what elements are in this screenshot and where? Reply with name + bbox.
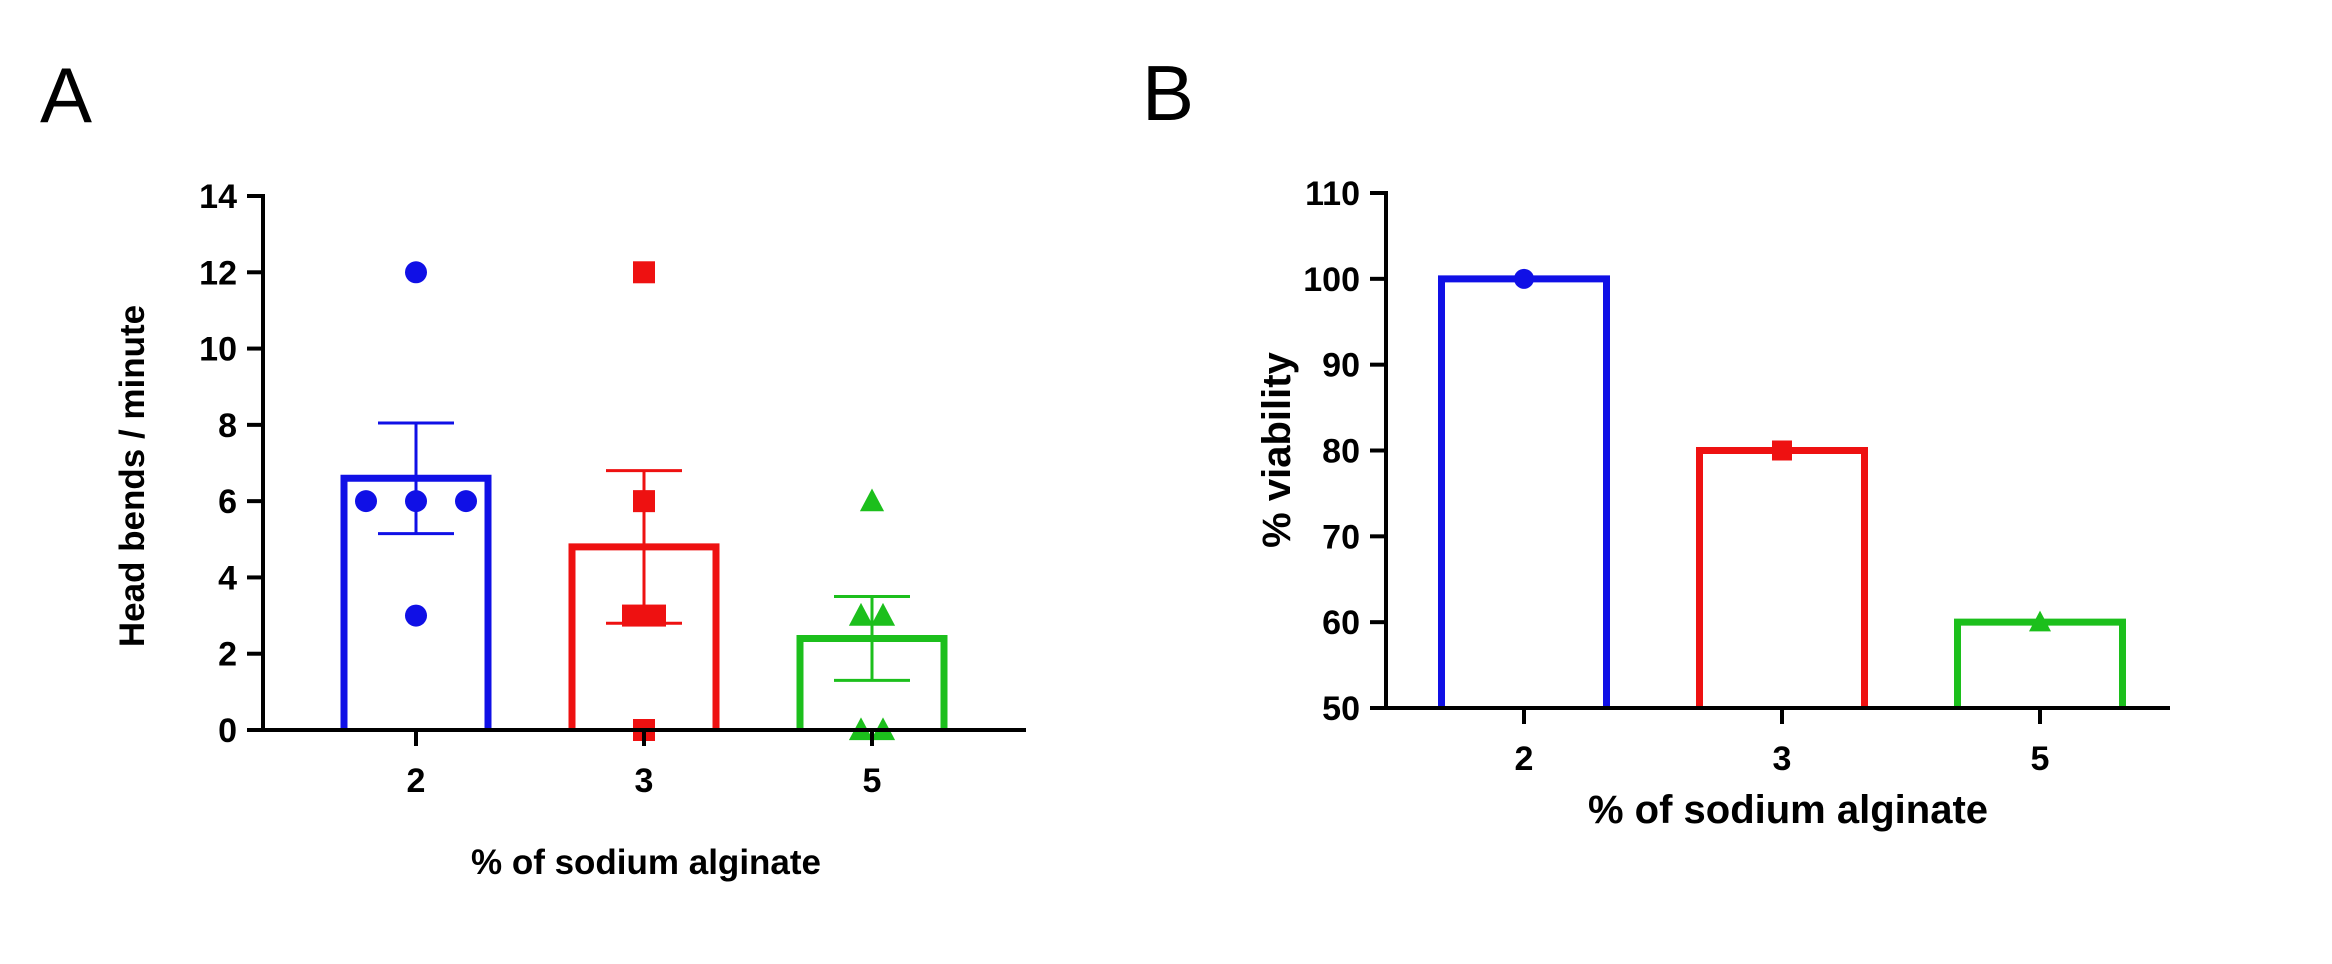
chart-a-y-tick-label-6: 6 (218, 483, 237, 521)
chart-b-point-2 (1514, 268, 1534, 289)
panel-label-b: B (1142, 49, 1195, 137)
chart-a-point-2-3 (405, 490, 427, 513)
chart-b-ylabel: % viability (1255, 351, 1299, 547)
chart-b-y-tick-label-110: 110 (1305, 175, 1360, 213)
chart-b-point-5 (2029, 610, 2051, 632)
chart-a-point-2-5 (405, 604, 427, 627)
chart-b-x-tick-label-5: 5 (2031, 740, 2050, 778)
chart-a-y-tick-label-14: 14 (199, 178, 237, 216)
chart-b-xlabel: % of sodium alginate (1588, 788, 1988, 832)
chart-a-point-2-1 (405, 261, 427, 284)
chart-a-point-5-3 (870, 602, 896, 626)
chart-b-y-tick-label-70: 70 (1322, 518, 1360, 556)
chart-a-y-tick-label-12: 12 (199, 254, 237, 292)
chart-a-y-tick-label-4: 4 (218, 559, 237, 597)
chart-a-x-tick-label-2: 2 (407, 762, 426, 800)
chart-b-y-tick-label-60: 60 (1322, 604, 1360, 642)
chart-a-point-3-2 (633, 490, 655, 513)
chart-b-x-tick-label-2: 2 (1515, 740, 1534, 778)
chart-a-y-tick-label-0: 0 (218, 712, 237, 750)
chart-a-ylabel: Head bends / minute (113, 305, 152, 647)
chart-b-bar-5 (1954, 618, 2126, 708)
chart-a-x-tick-label-5: 5 (863, 762, 882, 800)
chart-b-x-tick-label-3: 3 (1773, 740, 1792, 778)
chart-a-xlabel: % of sodium alginate (471, 843, 821, 882)
chart-b: % of sodium alginate % viability 50 60 70 8… (1255, 175, 2170, 832)
chart-a-x-tick-label-3: 3 (635, 762, 654, 800)
chart-a: % of sodium alginate Head bends / minute… (113, 178, 1026, 882)
chart-a-point-3-4 (644, 604, 666, 627)
chart-a-point-2-2 (355, 490, 377, 513)
chart-a-point-5-1 (859, 488, 885, 512)
chart-a-y-tick-label-2: 2 (218, 636, 237, 674)
chart-b-y-tick-label-100: 100 (1303, 261, 1360, 299)
chart-a-point-2-4 (455, 490, 477, 513)
chart-b-bar-2 (1438, 275, 1610, 708)
panel-label-a: A (40, 51, 93, 139)
chart-a-y-tick-label-8: 8 (218, 407, 237, 445)
chart-b-point-3 (1772, 440, 1792, 461)
chart-a-y-tick-label-10: 10 (199, 331, 237, 369)
chart-a-point-3-3 (622, 604, 644, 627)
chart-b-y-tick-label-80: 80 (1322, 433, 1360, 471)
chart-b-y-tick-label-90: 90 (1322, 347, 1360, 385)
chart-b-y-tick-label-50: 50 (1322, 690, 1360, 728)
chart-a-point-5-2 (848, 602, 874, 626)
chart-a-point-3-1 (633, 261, 655, 284)
chart-b-bar-3 (1696, 447, 1868, 708)
